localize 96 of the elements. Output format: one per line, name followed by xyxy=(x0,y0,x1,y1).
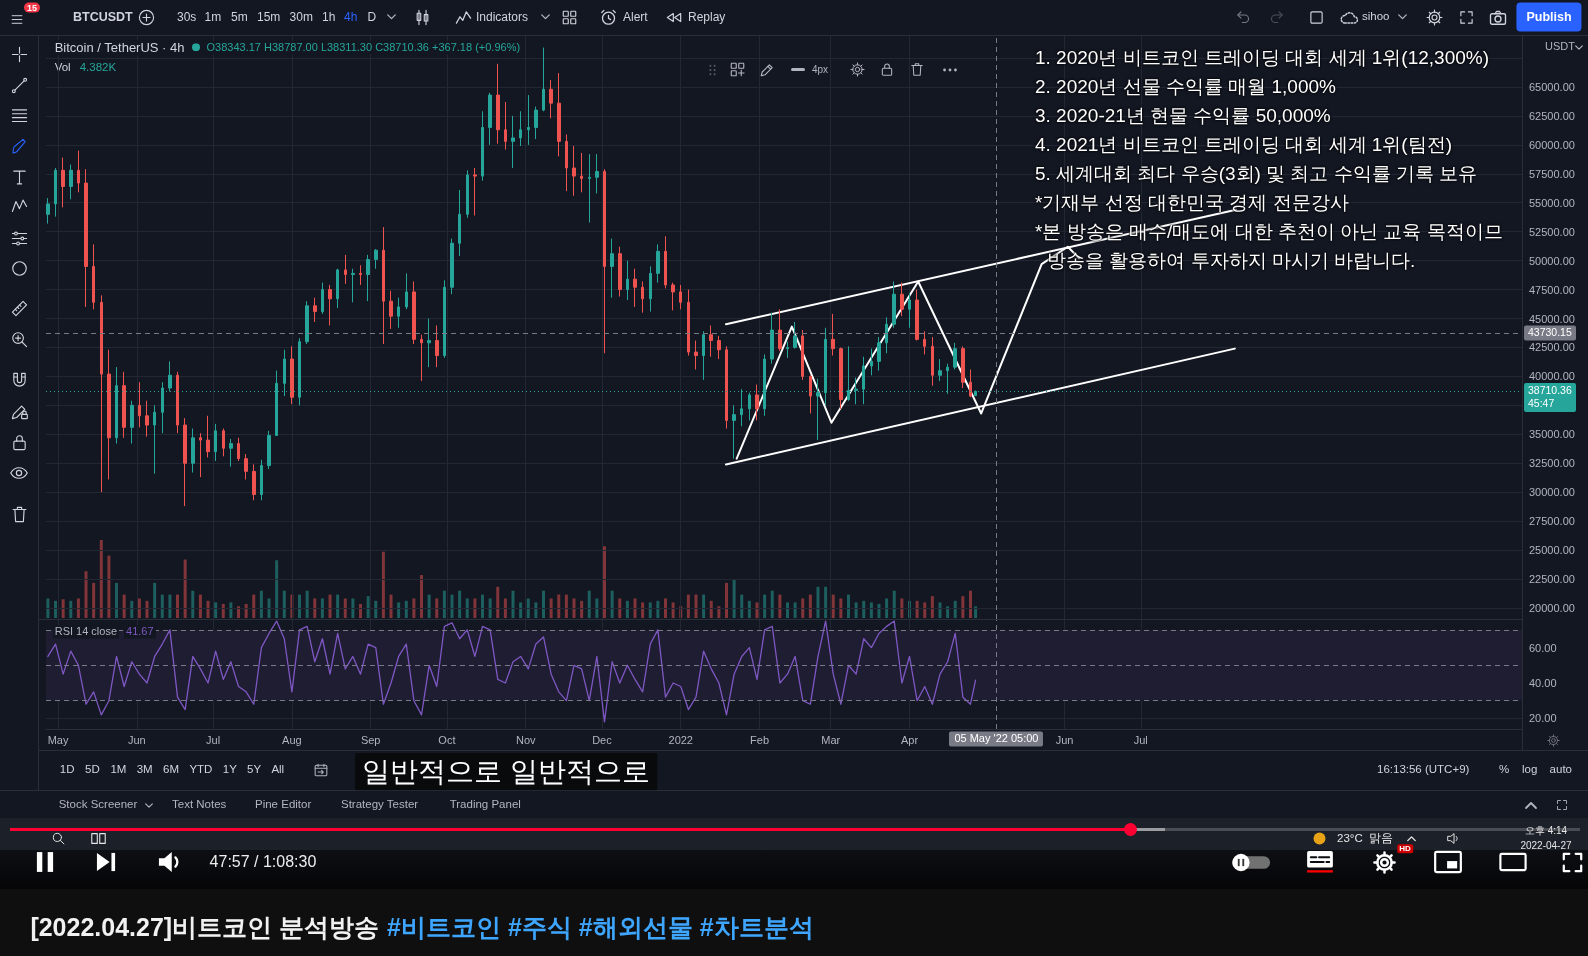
annotation: *기재부 선정 대한민국 경제 전문강사 xyxy=(1035,191,1349,214)
text: 5m xyxy=(231,9,248,25)
text: #비트코인 #주식 #해외선물 #차트분석 xyxy=(387,911,814,942)
y-axis-title: USDT xyxy=(1545,40,1575,54)
annotation: 3. 2020-21년 현물 수익률 50,000% xyxy=(1035,104,1331,127)
text: log xyxy=(1522,762,1538,777)
text: 오후 4:14 xyxy=(1524,824,1568,837)
annotation: *본 방송은 매수/매도에 대한 추천이 아닌 교육 목적이므 xyxy=(1035,220,1503,243)
text: 1D xyxy=(59,762,75,777)
x-tick-label: Oct xyxy=(438,733,456,746)
text: 1Y xyxy=(222,762,237,777)
text: 16:13:56 (UTC+9) xyxy=(1377,762,1470,777)
y-tick-label: 45000.00 xyxy=(1529,312,1575,325)
text: [2022.04.27]비트코인 분석방송 xyxy=(30,911,380,942)
annotation: 1. 2020년 비트코인 트레이딩 대회 세계 1위(12,300%) xyxy=(1035,46,1490,69)
text: 23°C xyxy=(1337,831,1363,846)
text: Strategy Tester xyxy=(341,798,419,812)
annotation: 2. 2020년 선물 수익률 매월 1,000% xyxy=(1035,75,1336,98)
text: 5D xyxy=(85,762,100,777)
annotation: 4.382K xyxy=(77,61,119,75)
chart-title: Bitcoin / TetherUS · 4h xyxy=(52,39,187,56)
text: 1h xyxy=(322,9,336,25)
text: 3M xyxy=(136,762,153,777)
x-tick-label: Sep xyxy=(360,733,381,746)
y-tick-label: 32500.00 xyxy=(1529,457,1575,470)
y-tick-label: 60000.00 xyxy=(1529,138,1575,151)
text: 47:57 / 1:08:30 xyxy=(209,852,317,872)
text: sihoo xyxy=(1362,10,1390,24)
y-tick-label: 52500.00 xyxy=(1529,225,1575,238)
text: Pine Editor xyxy=(255,798,312,812)
y-tick-label: 22500.00 xyxy=(1529,573,1575,586)
y-tick-label: 25000.00 xyxy=(1529,544,1575,557)
x-tick-label: May xyxy=(47,733,69,746)
text: Alert xyxy=(623,9,648,25)
y-tick-label: 35000.00 xyxy=(1529,428,1575,441)
text: 15 xyxy=(23,2,41,13)
text: % xyxy=(1499,762,1510,777)
x-tick-label: Feb xyxy=(750,733,770,746)
text: 15m xyxy=(257,9,281,25)
x-tick-label: Jul xyxy=(1133,733,1148,746)
y-tick-label: 57500.00 xyxy=(1529,167,1575,180)
text: Replay xyxy=(688,9,726,25)
y-tick-label: 27500.00 xyxy=(1529,515,1575,528)
text: 2022-04-27 xyxy=(1520,839,1572,852)
y-tick-label: 62500.00 xyxy=(1529,109,1575,122)
text: Stock Screener xyxy=(58,798,138,812)
text: RSI 14 close xyxy=(52,625,120,639)
text: 4h xyxy=(344,9,358,25)
text: HD xyxy=(1397,843,1413,854)
y-tick-label: 47500.00 xyxy=(1529,283,1575,296)
y-tick-label: 55000.00 xyxy=(1529,196,1575,209)
y-tick-label: 30000.00 xyxy=(1529,486,1575,499)
x-tick-label: Jul xyxy=(206,733,221,746)
annotation: 41.67 xyxy=(124,625,156,639)
text: 1m xyxy=(204,9,222,25)
text: Text Notes xyxy=(172,798,227,812)
x-tick-label: 2022 xyxy=(668,733,693,746)
text: Indicators xyxy=(476,9,529,25)
text: 일반적으로 일반적으로 xyxy=(355,752,657,791)
y-tick-label: 65000.00 xyxy=(1529,80,1575,93)
annotation: 방송을 활용하여 투자하지 마시기 바랍니다. xyxy=(1047,249,1416,272)
x-tick-label: Dec xyxy=(592,733,613,746)
x-tick-label: Jun xyxy=(127,733,146,746)
annotation: 4. 2021년 비트코인 트레이딩 대회 세계 1위(팀전) xyxy=(1035,133,1453,156)
x-tick-label: Jun xyxy=(1055,733,1074,746)
y-tick-label: 20000.00 xyxy=(1529,602,1575,614)
annotation: 4px xyxy=(812,63,829,76)
y-tick-label: 60.00 xyxy=(1529,641,1557,654)
text: BTCUSDT xyxy=(73,9,133,25)
chart-title: Vol xyxy=(52,61,73,75)
y-tick-label: 42500.00 xyxy=(1529,341,1575,354)
y-tick-label: 50000.00 xyxy=(1529,254,1575,267)
text: auto xyxy=(1549,762,1572,777)
y-tick-label: 20.00 xyxy=(1529,712,1557,725)
text: D xyxy=(367,9,377,25)
chart-subtitle: O38343.17 H38787.00 L38311.30 C38710.36 +367.18 (+0.96%) xyxy=(204,41,523,55)
text: YTD xyxy=(189,762,213,777)
y-tick-label: 40000.00 xyxy=(1529,370,1575,383)
x-tick-label: Mar xyxy=(821,733,841,746)
annotation: 5. 세계대회 최다 우승(3회) 및 최고 수익률 기록 보유 xyxy=(1035,162,1478,185)
text: Trading Panel xyxy=(449,798,521,812)
y-tick-label: 40.00 xyxy=(1529,676,1557,689)
x-tick-label: Apr xyxy=(900,733,919,746)
ref-line-label: 05 May '22 05:00 xyxy=(949,731,1044,747)
text: 맑음 xyxy=(1369,831,1393,846)
text: 30s xyxy=(177,9,197,25)
text: Publish xyxy=(1516,2,1582,32)
ref-line-label: 38710.36 45:47 xyxy=(1524,383,1576,412)
text: 1M xyxy=(110,762,127,777)
text: All xyxy=(271,762,285,777)
text: 6M xyxy=(163,762,179,777)
text: 30m xyxy=(289,9,313,25)
x-tick-label: Nov xyxy=(515,733,536,746)
x-tick-label: Aug xyxy=(282,733,302,746)
ref-line-label: 43730.15 xyxy=(1524,325,1576,341)
text: 5Y xyxy=(247,762,262,777)
